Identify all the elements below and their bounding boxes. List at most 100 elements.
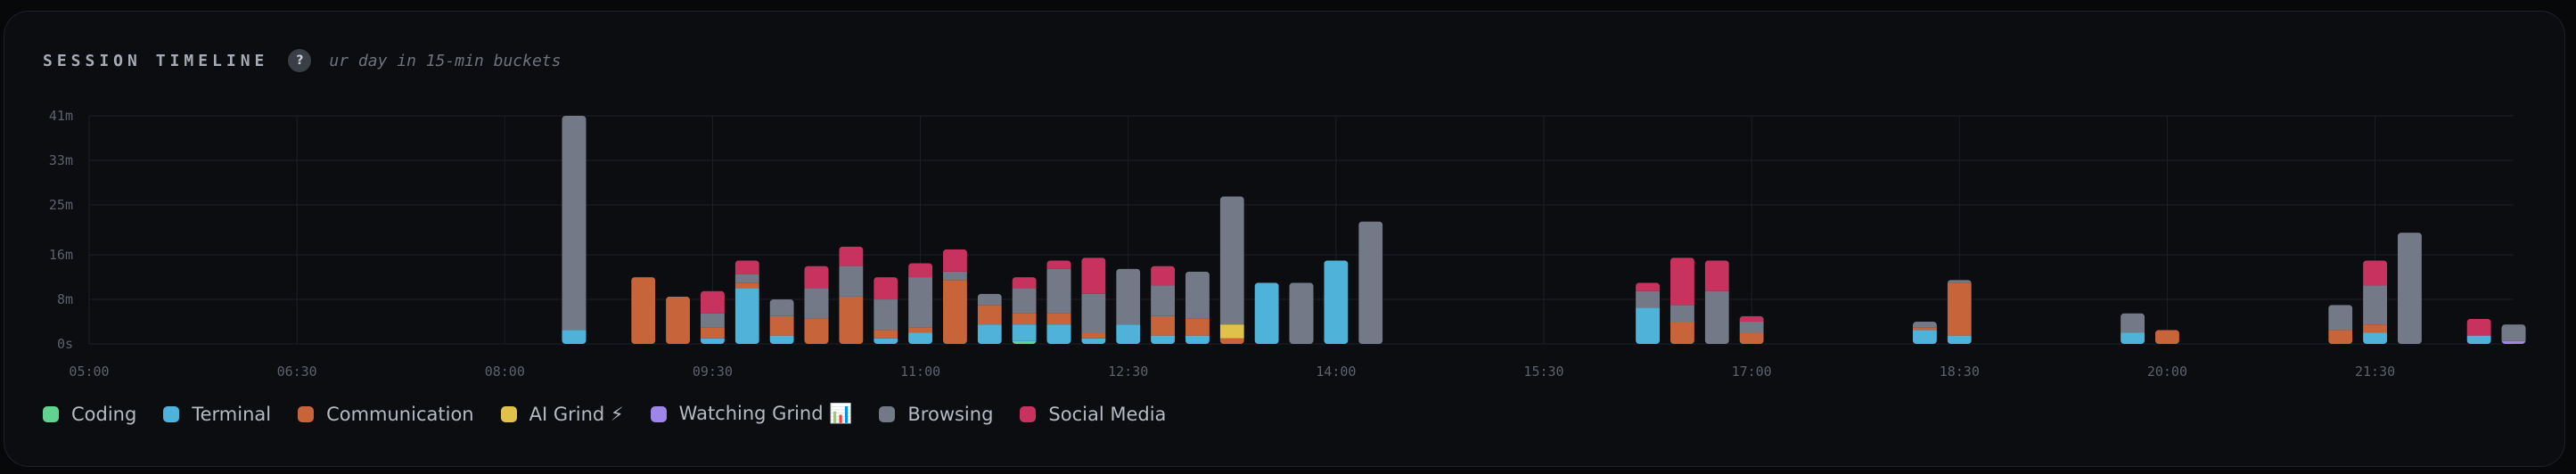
bar-stack[interactable] bbox=[1669, 257, 1694, 344]
bar-segment bbox=[2501, 324, 2526, 341]
legend-item[interactable]: AI Grind ⚡ bbox=[500, 404, 624, 425]
x-tick-label: 06:30 bbox=[277, 364, 317, 380]
y-tick-label: 8m bbox=[57, 291, 73, 307]
legend-swatch bbox=[500, 405, 517, 422]
bar-stack[interactable] bbox=[2121, 313, 2145, 344]
bar-stack[interactable] bbox=[908, 263, 933, 344]
bar-segment bbox=[2154, 330, 2179, 344]
bar-stack[interactable] bbox=[977, 293, 1002, 344]
legend-label: Social Media bbox=[1048, 403, 1167, 425]
bar-stack[interactable] bbox=[769, 299, 794, 344]
bar-stack[interactable] bbox=[1219, 196, 1244, 344]
bar-stack[interactable] bbox=[1151, 266, 1176, 344]
bar-segment bbox=[942, 280, 967, 344]
bar-segment bbox=[1947, 282, 1972, 336]
bar-segment bbox=[2363, 260, 2388, 286]
bar-stack[interactable] bbox=[1636, 282, 1661, 344]
bar-segment bbox=[1358, 221, 1383, 344]
bar-segment bbox=[1151, 266, 1176, 286]
bar-segment bbox=[1012, 313, 1037, 325]
legend-swatch bbox=[879, 405, 896, 422]
bar-stack[interactable] bbox=[1947, 280, 1972, 344]
bar-segment bbox=[908, 327, 933, 333]
bar-segment bbox=[734, 274, 759, 283]
bar-segment bbox=[734, 288, 759, 344]
bar-segment bbox=[874, 277, 898, 300]
x-tick-label: 21:30 bbox=[2355, 364, 2395, 380]
bar-segment bbox=[1185, 335, 1210, 344]
legend-item[interactable]: Watching Grind 📊 bbox=[650, 403, 853, 425]
bar-stack[interactable] bbox=[2466, 318, 2491, 344]
x-tick-label: 05:00 bbox=[69, 364, 109, 380]
bar-stack[interactable] bbox=[1912, 322, 1937, 344]
bar-stack[interactable] bbox=[734, 260, 759, 344]
bar-segment bbox=[1046, 260, 1071, 269]
legend-item[interactable]: Terminal bbox=[163, 404, 271, 425]
bar-segment bbox=[1185, 271, 1210, 319]
x-tick-label: 14:00 bbox=[1316, 364, 1356, 380]
bar-segment bbox=[908, 332, 933, 344]
bar-stack[interactable] bbox=[1046, 260, 1071, 344]
bar-segment bbox=[977, 305, 1002, 325]
y-tick-label: 16m bbox=[49, 247, 73, 263]
legend-item[interactable]: Coding bbox=[43, 404, 136, 425]
x-tick-label: 15:30 bbox=[1523, 364, 1563, 380]
bar-stack[interactable] bbox=[1185, 271, 1210, 344]
legend-swatch bbox=[650, 405, 667, 422]
bar-stack[interactable] bbox=[1358, 221, 1383, 344]
bar-segment bbox=[1636, 307, 1661, 344]
bar-stack[interactable] bbox=[666, 296, 691, 344]
bar-stack[interactable] bbox=[1739, 315, 1764, 344]
legend-item[interactable]: Communication bbox=[298, 404, 474, 425]
bar-stack[interactable] bbox=[839, 246, 864, 344]
bar-segment bbox=[2397, 233, 2422, 344]
bar-segment bbox=[1046, 268, 1071, 314]
bar-segment bbox=[1912, 327, 1937, 331]
bar-stack[interactable] bbox=[562, 116, 587, 344]
bar-stack[interactable] bbox=[1289, 282, 1314, 344]
bar-stack[interactable] bbox=[700, 290, 725, 344]
bar-segment bbox=[908, 277, 933, 328]
bar-stack[interactable] bbox=[874, 277, 898, 344]
bar-segment bbox=[1151, 335, 1176, 344]
bar-segment bbox=[1636, 282, 1661, 291]
bar-segment bbox=[804, 288, 829, 319]
bar-stack[interactable] bbox=[2501, 324, 2526, 344]
bar-segment bbox=[1219, 338, 1244, 344]
bar-segment bbox=[2363, 324, 2388, 333]
bar-stack[interactable] bbox=[2328, 305, 2353, 344]
legend-label: Watching Grind 📊 bbox=[678, 403, 853, 424]
bar-segment bbox=[1947, 280, 1972, 283]
legend-item[interactable]: Browsing bbox=[879, 404, 993, 425]
x-tick-label: 08:00 bbox=[485, 364, 525, 380]
x-axis: 05:00 06:30 08:00 09:30 11:00 12:30 14:00 15:30… bbox=[69, 364, 2395, 380]
bar-segment bbox=[839, 246, 864, 266]
bar-segment bbox=[700, 327, 725, 339]
x-tick-label: 20:00 bbox=[2147, 364, 2187, 380]
help-icon[interactable]: ? bbox=[288, 49, 312, 72]
bar-segment bbox=[839, 296, 864, 344]
bar-stack[interactable] bbox=[631, 277, 656, 344]
bar-stack[interactable] bbox=[1324, 260, 1349, 344]
bar-stack[interactable] bbox=[1254, 282, 1279, 344]
bar-stack[interactable] bbox=[1012, 277, 1037, 344]
y-tick-label: 41m bbox=[49, 108, 73, 124]
bar-stack[interactable] bbox=[1704, 260, 1729, 344]
bar-stack[interactable] bbox=[1116, 268, 1141, 344]
bar-stack[interactable] bbox=[942, 249, 967, 344]
bar-stack[interactable] bbox=[2363, 260, 2388, 344]
bar-segment bbox=[942, 249, 967, 272]
y-tick-label: 25m bbox=[49, 197, 73, 213]
bar-stack[interactable] bbox=[804, 266, 829, 344]
bar-segment bbox=[1012, 340, 1037, 344]
bar-stack[interactable] bbox=[2397, 233, 2422, 344]
bar-stack[interactable] bbox=[1081, 257, 1106, 344]
bar-stack[interactable] bbox=[2154, 330, 2179, 344]
legend-item[interactable]: Social Media bbox=[1020, 404, 1166, 425]
bar-segment bbox=[1081, 338, 1106, 344]
bar-segment bbox=[1669, 257, 1694, 306]
bar-segment bbox=[562, 330, 587, 344]
legend-swatch bbox=[1020, 405, 1037, 422]
bar-segment bbox=[839, 266, 864, 297]
card-title: SESSION TIMELINE bbox=[43, 51, 269, 70]
